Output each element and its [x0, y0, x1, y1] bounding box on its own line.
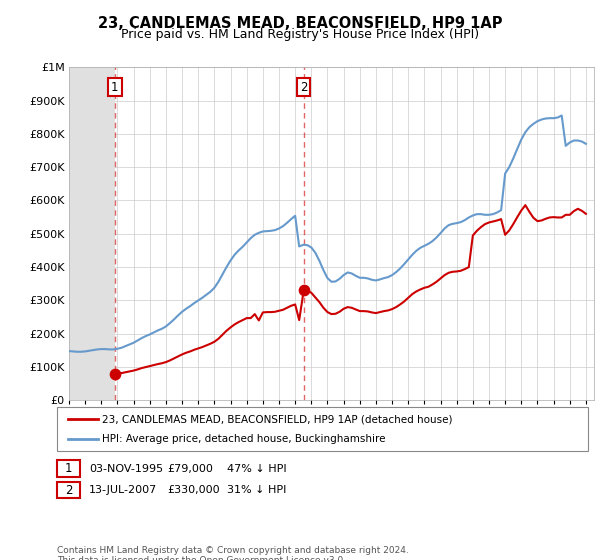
- Bar: [69, 67, 115, 400]
- Text: 03-NOV-1995: 03-NOV-1995: [89, 464, 163, 474]
- Text: 13-JUL-2007: 13-JUL-2007: [89, 485, 157, 495]
- Text: £79,000: £79,000: [167, 464, 212, 474]
- Text: 23, CANDLEMAS MEAD, BEACONSFIELD, HP9 1AP (detached house): 23, CANDLEMAS MEAD, BEACONSFIELD, HP9 1A…: [102, 414, 452, 424]
- Text: 1: 1: [65, 462, 72, 475]
- Text: HPI: Average price, detached house, Buckinghamshire: HPI: Average price, detached house, Buck…: [102, 433, 386, 444]
- Text: Price paid vs. HM Land Registry's House Price Index (HPI): Price paid vs. HM Land Registry's House …: [121, 28, 479, 41]
- Text: 23, CANDLEMAS MEAD, BEACONSFIELD, HP9 1AP: 23, CANDLEMAS MEAD, BEACONSFIELD, HP9 1A…: [98, 16, 502, 31]
- Text: Contains HM Land Registry data © Crown copyright and database right 2024.
This d: Contains HM Land Registry data © Crown c…: [57, 546, 409, 560]
- Text: 47% ↓ HPI: 47% ↓ HPI: [227, 464, 286, 474]
- Point: [110, 370, 119, 379]
- Text: 31% ↓ HPI: 31% ↓ HPI: [227, 485, 286, 495]
- Text: 1: 1: [111, 81, 119, 94]
- Text: 2: 2: [65, 483, 72, 497]
- Text: £330,000: £330,000: [167, 485, 220, 495]
- Text: 2: 2: [300, 81, 307, 94]
- Point: [299, 286, 308, 295]
